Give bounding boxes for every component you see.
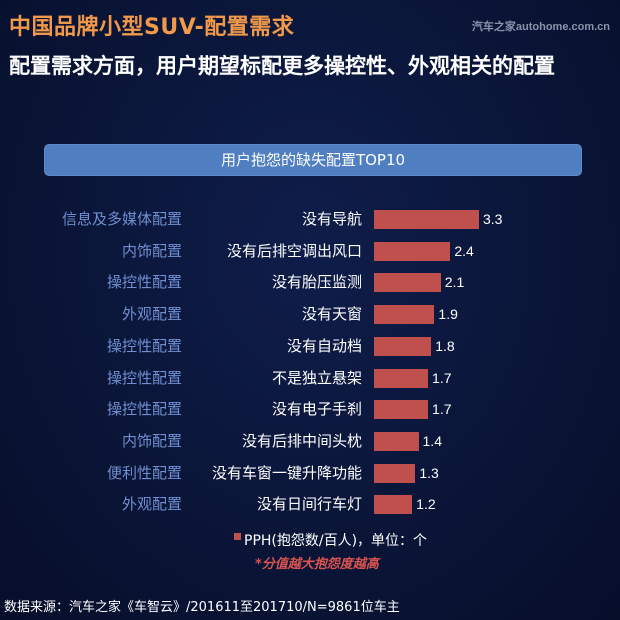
- value-label: 2.4: [454, 242, 474, 259]
- category-group-label: 信息及多媒体配置: [61, 210, 182, 228]
- legend-label: PPH(抱怨数/百人)，单位：个: [244, 533, 428, 549]
- category-group-label: 外观配置: [121, 495, 182, 514]
- bar-row: 操控性配置 没有电子手刹 1.7: [0, 397, 620, 421]
- category-group-label: 操控性配置: [106, 368, 182, 387]
- category-group-label: 外观配置: [121, 305, 182, 324]
- bar-row: 内饰配置 没有后排中间头枕 1.4: [0, 429, 620, 453]
- bar-row: 便利性配置 没有车窗一键升降功能 1.3: [0, 461, 620, 485]
- item-label: 不是独立悬架: [271, 368, 362, 387]
- bar: [374, 368, 429, 388]
- bar-row: 外观配置 没有天窗 1.9: [0, 302, 620, 326]
- bar: [374, 495, 413, 515]
- item-label: 没有车窗一键升降功能: [211, 463, 362, 482]
- page-title: 中国品牌小型SUV-配置需求: [9, 15, 295, 40]
- value-label: 1.2: [416, 496, 436, 513]
- value-label: 2.1: [444, 274, 465, 291]
- item-label: 没有日间行车灯: [256, 495, 362, 514]
- category-group-label: 操控性配置: [106, 336, 182, 355]
- bar-row: 外观配置 没有日间行车灯 1.2: [0, 492, 620, 516]
- watermark: 汽车之家autohome.com.cn: [471, 21, 610, 33]
- category-group-label: 内饰配置: [121, 431, 182, 450]
- bar: [374, 431, 419, 451]
- subtitle: 配置需求方面，用户期望标配更多操控性、外观相关的配置: [9, 54, 555, 78]
- item-label: 没有后排中间头枕: [241, 431, 362, 450]
- item-label: 没有后排空调出风口: [226, 241, 362, 260]
- item-label: 没有天窗: [301, 305, 362, 324]
- bar: [374, 273, 441, 293]
- value-label: 3.3: [482, 211, 503, 227]
- category-group-label: 便利性配置: [106, 463, 182, 482]
- value-label: 1.8: [435, 337, 455, 354]
- value-label: 1.7: [432, 401, 452, 418]
- category-group-label: 操控性配置: [106, 400, 182, 419]
- legend: PPH(抱怨数/百人)，单位：个: [234, 530, 427, 550]
- value-label: 1.9: [438, 306, 458, 323]
- item-label: 没有自动档: [286, 336, 362, 355]
- item-label: 没有导航: [301, 210, 362, 228]
- bar: [374, 305, 435, 325]
- category-group-label: 内饰配置: [121, 241, 182, 260]
- bar: [374, 336, 432, 356]
- data-source: 数据来源：汽车之家《车智云》/201611至201710/N=9861位车主: [4, 600, 400, 615]
- bar-row: 操控性配置 没有胎压监测 2.1: [0, 270, 620, 294]
- chart-title-bar: 用户抱怨的缺失配置TOP10: [44, 144, 582, 176]
- bar-row: 操控性配置 不是独立悬架 1.7: [0, 366, 620, 390]
- bar: [374, 463, 416, 483]
- item-label: 没有电子手刹: [271, 400, 362, 419]
- item-label: 没有胎压监测: [271, 273, 362, 292]
- value-label: 1.7: [432, 369, 452, 386]
- bar: [374, 241, 451, 261]
- bar: [374, 400, 429, 420]
- category-group-label: 操控性配置: [106, 273, 182, 292]
- value-label: 1.4: [422, 432, 442, 449]
- legend-swatch: [234, 533, 241, 540]
- note: *分值越大抱怨度越高: [255, 557, 379, 572]
- bar-row: 操控性配置 没有自动档 1.8: [0, 334, 620, 358]
- bar-row: 信息及多媒体配置 没有导航 3.3: [0, 207, 620, 231]
- bar-row: 内饰配置 没有后排空调出风口 2.4: [0, 239, 620, 263]
- value-label: 1.3: [419, 464, 439, 481]
- bar: [374, 210, 479, 229]
